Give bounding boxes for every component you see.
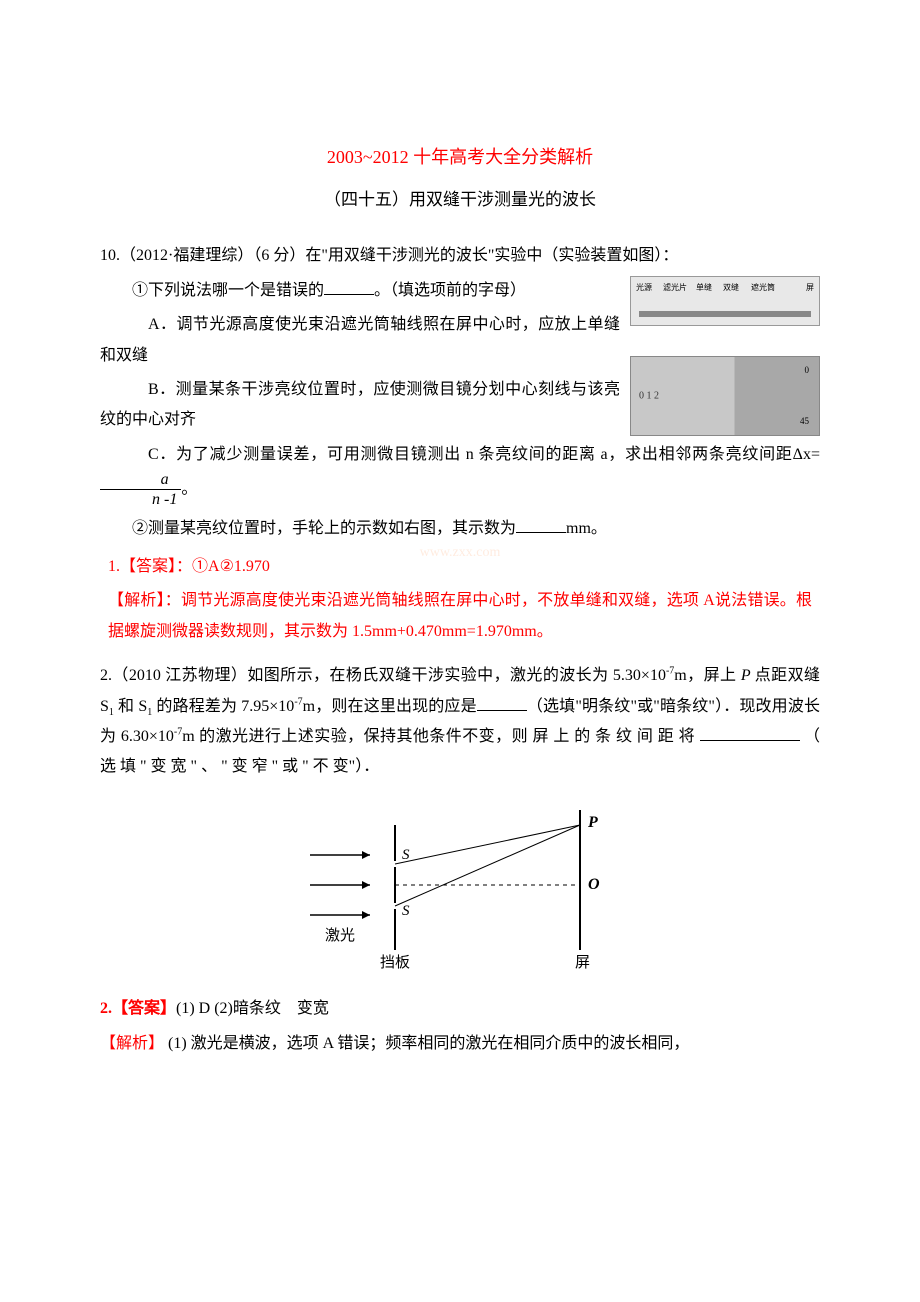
apparatus-bar: [639, 311, 811, 317]
youngs-diagram: 激光 S S 挡板 屏 P O: [100, 795, 820, 986]
q1-optc-prefix: C．为了减少测量误差，可用测微目镜测出 n 条亮纹间的距离 a，求出相邻两条亮纹…: [148, 446, 820, 463]
analysis-1-label: 【解析】：: [108, 592, 181, 609]
q2-h2: m，屏上: [674, 667, 736, 684]
blank-fill-2: [516, 517, 566, 533]
answer-2: 2.【答案】(1) D (2)暗条纹 变宽: [100, 994, 820, 1024]
apparatus-diagram: 光源 滤光片 单缝 双缝 遮光筒 屏: [630, 276, 820, 326]
q1-optc-suffix: 。: [181, 481, 197, 498]
main-title: 2003~2012 十年高考大全分类解析: [100, 140, 820, 174]
answer-1-label: 1.【答案】：: [108, 558, 192, 575]
svg-p-label: P: [587, 814, 598, 831]
q1-content-row: ①下列说法哪一个是错误的 。（填选项前的字母） A．调节光源高度使光束沿遮光筒轴线…: [100, 276, 820, 440]
analysis-1-text: 调节光源高度使光束沿遮光筒轴线照在屏中心时，不放单缝和双缝，选项 A说法错误。根…: [108, 592, 812, 639]
answer-2-text: (1) D (2)暗条纹 变宽: [176, 1000, 329, 1017]
apparatus-label-single: 单缝: [696, 280, 712, 295]
q1-part1: ①下列说法哪一个是错误的 。（填选项前的字母）: [100, 276, 620, 306]
q1-part2-suffix: mm。: [566, 520, 607, 537]
svg-screen-label: 屏: [575, 955, 590, 971]
svg-s2-label: S: [402, 903, 410, 919]
analysis-1: 【解析】：调节光源高度使光束沿遮光筒轴线照在屏中心时，不放单缝和双缝，选项 A说…: [108, 586, 812, 647]
svg-shield-label: 挡板: [380, 953, 410, 971]
apparatus-label-filter: 滤光片: [663, 280, 687, 295]
q2-h5: 的路程差为 7.95×10: [152, 698, 294, 715]
q2-h4: 和 S: [114, 698, 147, 715]
apparatus-label-screen: 屏: [806, 280, 814, 295]
mic-tick-45: 45: [800, 413, 809, 430]
svg-o-label: O: [588, 876, 600, 893]
answer-1: 1.【答案】：①A②1.970 【解析】：调节光源高度使光束沿遮光筒轴线照在屏中…: [108, 552, 812, 647]
q1-image-column: 光源 滤光片 单缝 双缝 遮光筒 屏 0 1 2 0 45: [630, 276, 820, 440]
q1-text-column: ①下列说法哪一个是错误的 。（填选项前的字母） A．调节光源高度使光束沿遮光筒轴线…: [100, 276, 620, 440]
apparatus-label-light: 光源: [636, 280, 652, 295]
mic-main-scale: 0 1 2: [639, 386, 659, 405]
apparatus-label-tube: 遮光筒: [751, 280, 775, 295]
answer-2-label: 2.【答案】: [100, 1000, 176, 1017]
q2-exp2: -7: [294, 696, 302, 707]
frac-denominator: n -1: [100, 490, 181, 509]
q1-option-b: B．测量某条干涉亮纹位置时，应使测微目镜分划中心刻线与该亮纹的中心对齐: [100, 375, 620, 436]
q1-part2-prefix: ②测量某亮纹位置时，手轮上的示数如右图，其示数为: [132, 520, 516, 537]
q2-h1: 2.（2010 江苏物理）如图所示，在杨氏双缝干涉实验中，激光的波长为 5.30…: [100, 667, 666, 684]
q2-h8: m 的激光进行上述实验，保持其他条件不变，则 屏 上 的 条 纹 间 距 将: [182, 728, 699, 745]
micrometer-diagram: 0 1 2 0 45: [630, 356, 820, 436]
q1-option-c: C．为了减少测量误差，可用测微目镜测出 n 条亮纹间的距离 a，求出相邻两条亮纹…: [100, 440, 820, 510]
analysis-2: 【解析】 (1) 激光是横波，选项 A 错误；频率相同的激光在相同介质中的波长相…: [100, 1029, 820, 1059]
q2-exp3: -7: [174, 727, 182, 738]
frac-numerator: a: [100, 470, 181, 490]
q1-part2: ②测量某亮纹位置时，手轮上的示数如右图，其示数为 mm。: [100, 514, 820, 544]
fraction-formula: an -1: [100, 470, 181, 509]
q2-header: 2.（2010 江苏物理）如图所示，在杨氏双缝干涉实验中，激光的波长为 5.30…: [100, 661, 820, 783]
answer-1-text: ①A②1.970: [192, 558, 270, 575]
q2-h6: m，则在这里出现的应是: [303, 698, 477, 715]
q1-option-a: A．调节光源高度使光束沿遮光筒轴线照在屏中心时，应放上单缝和双缝: [100, 310, 620, 371]
blank-fill-3: [477, 695, 527, 711]
svg-laser-label: 激光: [325, 927, 355, 944]
q1-header: 10.（2012·福建理综）（6 分）在"用双缝干涉测光的波长"实验中（实验装置…: [100, 241, 820, 271]
answer-1-line: 1.【答案】：①A②1.970: [108, 552, 812, 582]
q1-part1-prefix: ①下列说法哪一个是错误的: [132, 282, 324, 299]
analysis-2-text: (1) 激光是横波，选项 A 错误；频率相同的激光在相同介质中的波长相同，: [164, 1035, 689, 1052]
mic-tick-0: 0: [805, 362, 810, 379]
blank-fill-4: [700, 725, 800, 741]
q1-part1-suffix: 。（填选项前的字母）: [374, 282, 526, 299]
analysis-2-label: 【解析】: [100, 1035, 164, 1052]
sub-title: （四十五）用双缝干涉测量光的波长: [100, 184, 820, 216]
apparatus-label-double: 双缝: [723, 280, 739, 295]
blank-fill-1: [324, 279, 374, 295]
q2-p-italic: P: [736, 667, 754, 684]
youngs-svg: 激光 S S 挡板 屏 P O: [280, 795, 640, 975]
